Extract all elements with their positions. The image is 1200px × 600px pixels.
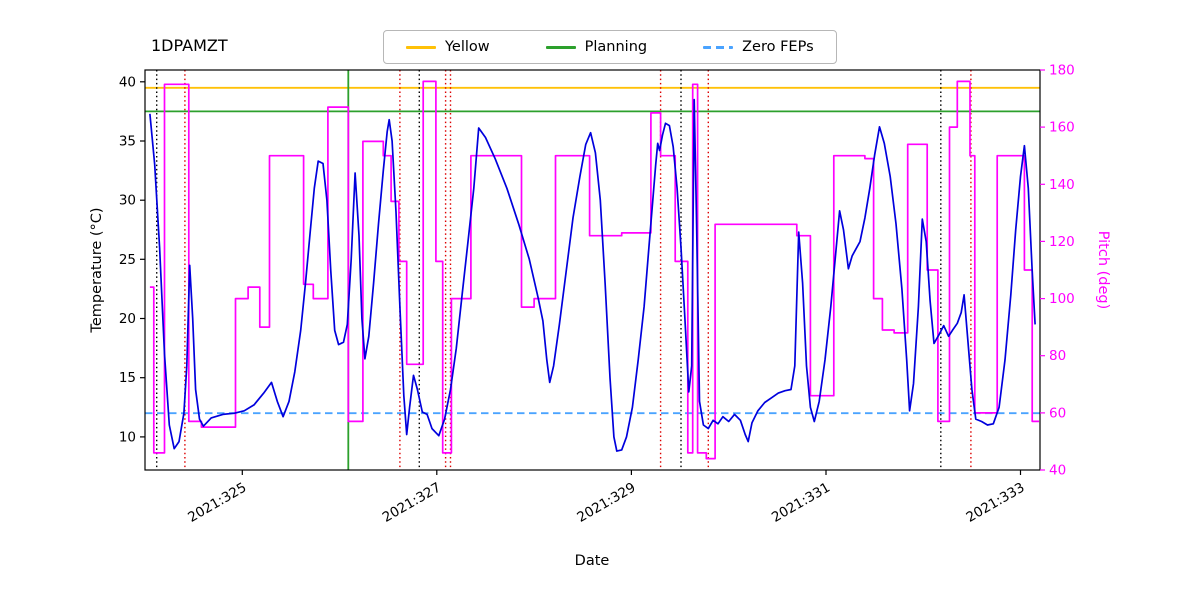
page-title: 1DPAMZT (151, 36, 228, 55)
y-right-tick-label: 80 (1049, 348, 1066, 364)
y-left-tick-label: 30 (119, 193, 136, 209)
legend-label: Yellow (445, 39, 490, 55)
x-axis-label-date: Date (574, 553, 610, 569)
y-axis-label-pitch: Pitch (deg) (1095, 230, 1111, 310)
legend-item-yellow: Yellow (406, 39, 490, 55)
legend-item-zero-feps: Zero FEPs (703, 39, 814, 55)
x-tick-label: 2021:331 (769, 480, 833, 526)
y-right-tick-label: 140 (1049, 177, 1075, 193)
y-left-tick-label: 40 (119, 74, 136, 90)
plot-frame (144, 69, 1041, 471)
y-right-tick-label: 160 (1049, 120, 1075, 136)
x-tick-label: 2021:325 (185, 480, 249, 526)
x-tick-label: 2021:329 (574, 480, 638, 526)
x-tick-label: 2021:333 (963, 480, 1027, 526)
y-left-tick-label: 15 (119, 370, 136, 386)
legend-label: Planning (584, 39, 648, 55)
legend: Yellow Planning Zero FEPs (383, 30, 837, 64)
y-left-tick-label: 25 (119, 252, 136, 268)
pitch-series (149, 80, 1039, 460)
x-tick-label: 2021:327 (380, 480, 444, 526)
y-right-tick-label: 40 (1049, 463, 1066, 479)
y-left-tick-label: 10 (119, 429, 136, 445)
y-left-tick-label: 35 (119, 134, 136, 150)
y-right-tick-label: 60 (1049, 405, 1066, 421)
legend-line-sample (703, 45, 734, 49)
temperature-series (149, 98, 1036, 452)
y-axis-label-temperature: Temperature (°C) (89, 207, 105, 333)
legend-line-sample (406, 45, 436, 49)
y-right-tick-label: 100 (1049, 291, 1075, 307)
legend-label: Zero FEPs (742, 39, 814, 55)
legend-item-planning: Planning (545, 39, 648, 55)
legend-line-sample (545, 45, 576, 49)
y-right-tick-label: 120 (1049, 234, 1075, 250)
y-right-tick-label: 180 (1049, 63, 1075, 79)
y-left-tick-label: 20 (119, 311, 136, 327)
